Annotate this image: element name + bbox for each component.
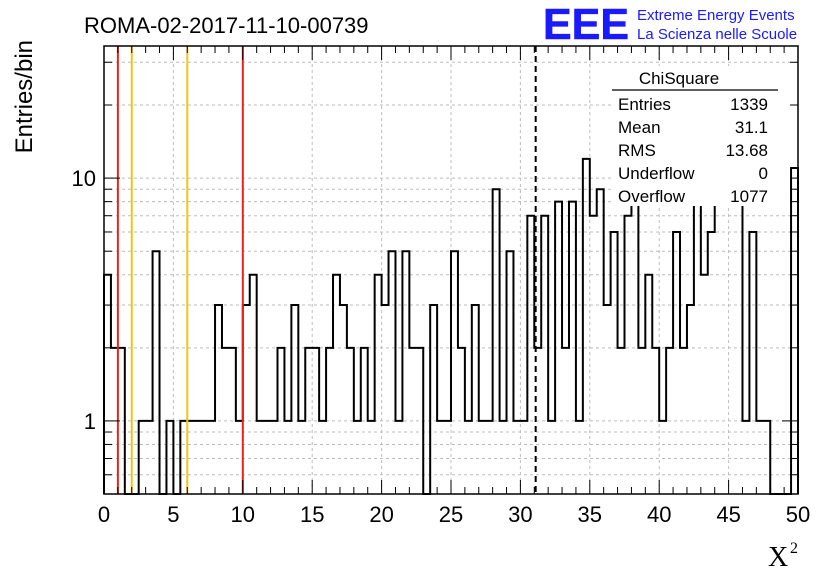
x-tick-label: 25 xyxy=(439,502,463,527)
histogram-bin xyxy=(749,232,756,494)
histogram-bin xyxy=(791,168,798,494)
histogram-bin xyxy=(340,305,347,494)
histogram-bin xyxy=(708,232,715,494)
histogram-bin xyxy=(527,216,534,494)
stats-value-overflow: 1077 xyxy=(730,187,768,206)
histogram-bin xyxy=(430,305,437,494)
stats-value-rms: 13.68 xyxy=(725,141,768,160)
histogram-bin xyxy=(333,275,340,494)
x-tick-label: 0 xyxy=(98,502,110,527)
stats-label-overflow: Overflow xyxy=(618,187,686,206)
histogram-bin xyxy=(104,275,111,494)
stats-value-mean: 31.1 xyxy=(735,118,768,137)
histogram-bin xyxy=(736,168,743,494)
y-tick-label: 1 xyxy=(84,409,96,434)
histogram-bin xyxy=(472,305,479,494)
stats-label-mean: Mean xyxy=(618,118,661,137)
stats-label-rms: RMS xyxy=(618,141,656,160)
histogram-bin xyxy=(215,305,222,494)
histogram-bin xyxy=(541,216,548,494)
histogram-bin xyxy=(645,275,652,494)
histogram-outline xyxy=(103,115,799,495)
stats-title: ChiSquare xyxy=(639,69,719,88)
plot-title: ROMA-02-2017-11-10-00739 xyxy=(84,13,369,38)
histogram-bin xyxy=(153,251,160,494)
x-tick-label: 50 xyxy=(786,502,810,527)
histogram-bin xyxy=(722,178,729,494)
histogram xyxy=(103,115,799,495)
histogram-bin xyxy=(493,189,500,494)
stats-label-underflow: Underflow xyxy=(618,164,695,183)
histogram-bin xyxy=(375,275,382,494)
histogram-bin xyxy=(687,305,694,494)
x-tick-label: 15 xyxy=(300,502,324,527)
histogram-bin xyxy=(389,251,396,494)
stats-box: ChiSquare Entries 1339 Mean 31.1 RMS 13.… xyxy=(612,66,790,206)
histogram-bin xyxy=(590,216,597,494)
histogram-bin xyxy=(611,232,618,494)
y-tick-label: 10 xyxy=(72,166,96,191)
histogram-bin xyxy=(291,305,298,494)
x-tick-label: 45 xyxy=(716,502,740,527)
logo-line-1: Extreme Energy Events xyxy=(637,7,795,24)
x-tick-label: 30 xyxy=(508,502,532,527)
histogram-bin xyxy=(625,216,632,494)
x-axis-label-superscript: 2 xyxy=(790,540,798,557)
histogram-bin xyxy=(402,251,409,494)
logo-line-2: La Scienza nelle Scuole xyxy=(637,26,797,43)
histogram-bin xyxy=(673,232,680,494)
histogram-bin xyxy=(243,305,250,494)
histogram-bin xyxy=(701,275,708,494)
histogram-bin xyxy=(250,275,257,494)
stats-value-entries: 1339 xyxy=(730,95,768,114)
stats-value-underflow: 0 xyxy=(759,164,768,183)
x-axis-label-base: X xyxy=(768,542,788,572)
x-axis-label: X 2 xyxy=(768,540,798,572)
reference-lines xyxy=(116,46,537,494)
axes: 0 5 10 15 20 25 30 35 40 45 50 1 10 xyxy=(72,45,810,527)
histogram-bin xyxy=(604,305,611,494)
y-axis-label: Entries/bin xyxy=(11,40,38,153)
x-tick-label: 35 xyxy=(578,502,602,527)
stats-label-entries: Entries xyxy=(618,95,671,114)
histogram-bin xyxy=(382,305,389,494)
eee-logo: EEE Extreme Energy Events La Scienza nel… xyxy=(543,0,797,49)
x-tick-label: 10 xyxy=(231,502,255,527)
histogram-bin xyxy=(597,189,604,494)
histogram-bin xyxy=(715,178,722,494)
histogram-bin xyxy=(507,251,514,494)
x-tick-label: 5 xyxy=(167,502,179,527)
x-tick-label: 20 xyxy=(369,502,393,527)
histogram-bin xyxy=(583,159,590,494)
svg-text:X: X xyxy=(768,542,788,572)
logo-text: EEE xyxy=(543,0,629,49)
histogram-bin xyxy=(451,251,458,494)
x-tick-label: 40 xyxy=(647,502,671,527)
